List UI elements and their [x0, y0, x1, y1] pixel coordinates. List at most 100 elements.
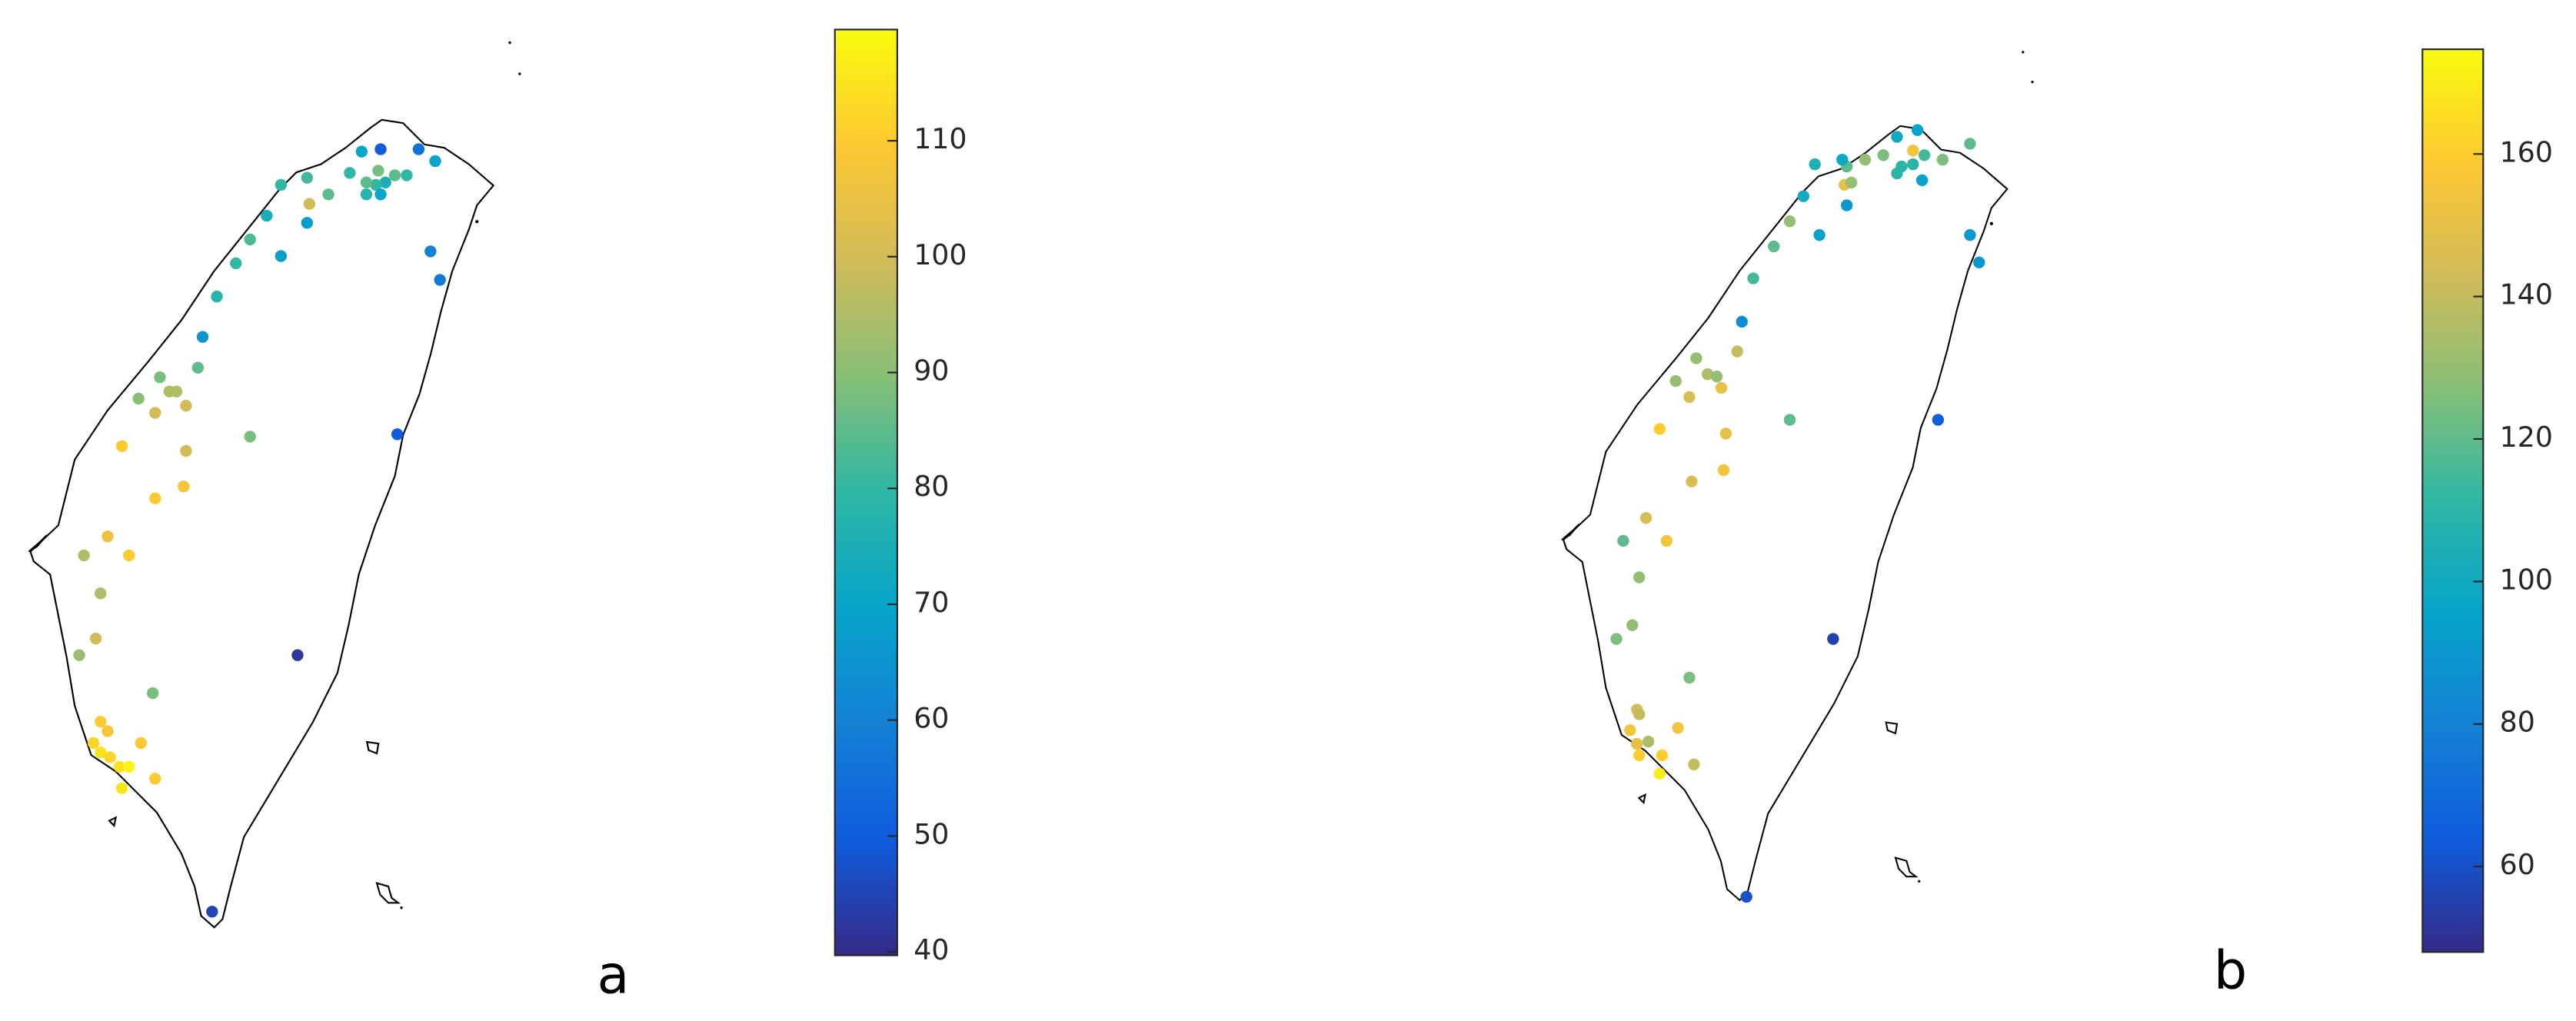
panel-label: b [2214, 940, 2247, 1001]
station-point [275, 250, 288, 262]
station-point [244, 431, 256, 443]
station-point [1653, 423, 1666, 435]
station-point [95, 715, 107, 728]
colorbar-tick-label: 100 [914, 238, 967, 271]
station-point [1827, 633, 1839, 645]
station-point [244, 233, 256, 246]
station-point [1768, 240, 1780, 253]
station-point [1702, 368, 1714, 381]
station-point [1719, 427, 1732, 440]
station-point [1783, 215, 1796, 228]
station-point [191, 361, 205, 374]
station-point [1907, 145, 1919, 157]
station-point [370, 178, 382, 191]
station-point [412, 143, 425, 155]
station-point [261, 209, 273, 222]
station-point [178, 481, 190, 493]
station-point [149, 407, 161, 419]
station-point [1740, 890, 1752, 903]
station-point [1783, 414, 1796, 426]
station-point [1715, 381, 1728, 394]
station-point [1918, 149, 1931, 161]
station-point [149, 492, 161, 504]
station-point [1964, 138, 1976, 150]
colorbar-tick-label: 80 [914, 470, 949, 503]
station-point [1973, 256, 1985, 268]
station-point [180, 400, 192, 412]
colorbar-tick-label: 70 [914, 586, 949, 619]
station-point [1736, 315, 1748, 328]
station-point [95, 587, 107, 600]
colorbar [2421, 48, 2484, 953]
station-point [113, 760, 126, 773]
station-point [196, 331, 209, 343]
station-point [301, 171, 314, 184]
station-point [1710, 371, 1723, 383]
station-point [1915, 174, 1929, 187]
station-point [78, 549, 90, 562]
station-point [180, 444, 192, 457]
colorbar-tick-label: 140 [2500, 278, 2553, 311]
station-point [374, 188, 387, 201]
station-point [123, 760, 135, 773]
station-point [360, 176, 373, 189]
colorbar-tick-label: 40 [914, 933, 949, 966]
station-point [1717, 464, 1730, 477]
station-point [1633, 571, 1646, 584]
station-point [135, 737, 147, 750]
station-point [73, 649, 85, 661]
station-point [1891, 167, 1903, 180]
station-point [170, 385, 183, 397]
station-point [1633, 708, 1646, 720]
station-point [154, 371, 166, 384]
station-point [1633, 749, 1646, 762]
station-point [1669, 374, 1682, 387]
panel-label: a [597, 946, 630, 1006]
colorbar-tick-label: 60 [2500, 848, 2535, 881]
station-point [87, 737, 100, 750]
station-point [388, 169, 401, 181]
station-point [1891, 131, 1903, 143]
station-point [1688, 758, 1700, 770]
station-point [1964, 228, 1976, 241]
station-point [1845, 176, 1858, 189]
station-point [1610, 633, 1622, 645]
station-point [344, 167, 356, 179]
station-point [391, 428, 404, 441]
colorbar-tick-label: 90 [914, 354, 949, 387]
station-point [1653, 767, 1666, 780]
station-point [1932, 414, 1945, 426]
station-point [102, 530, 114, 543]
station-point [146, 687, 159, 700]
station-point [115, 440, 128, 452]
station-point [1911, 124, 1924, 136]
station-point [104, 751, 116, 763]
station-point [1747, 272, 1759, 284]
station-point [1656, 749, 1669, 762]
station-point [1639, 512, 1652, 524]
station-point [1686, 475, 1698, 487]
station-point [1683, 391, 1696, 404]
coastline [1561, 50, 2035, 901]
station-point [1877, 149, 1889, 161]
station-point [115, 782, 128, 794]
station-point [211, 290, 223, 303]
station-point [1936, 154, 1949, 166]
station-point [1841, 199, 1853, 211]
station-point [303, 198, 316, 210]
colorbar-tick-label: 60 [914, 702, 949, 735]
station-point [355, 145, 368, 158]
station-point [89, 632, 102, 645]
coastline [28, 40, 522, 929]
station-point [1797, 190, 1810, 202]
station-point [360, 188, 373, 201]
station-point [291, 649, 304, 661]
station-point [379, 176, 391, 189]
colorbar-tick-label: 80 [2500, 706, 2535, 739]
station-point [123, 549, 135, 562]
station-point [374, 143, 387, 155]
station-point [1690, 352, 1702, 364]
station-point [102, 725, 114, 737]
station-point [322, 188, 334, 201]
